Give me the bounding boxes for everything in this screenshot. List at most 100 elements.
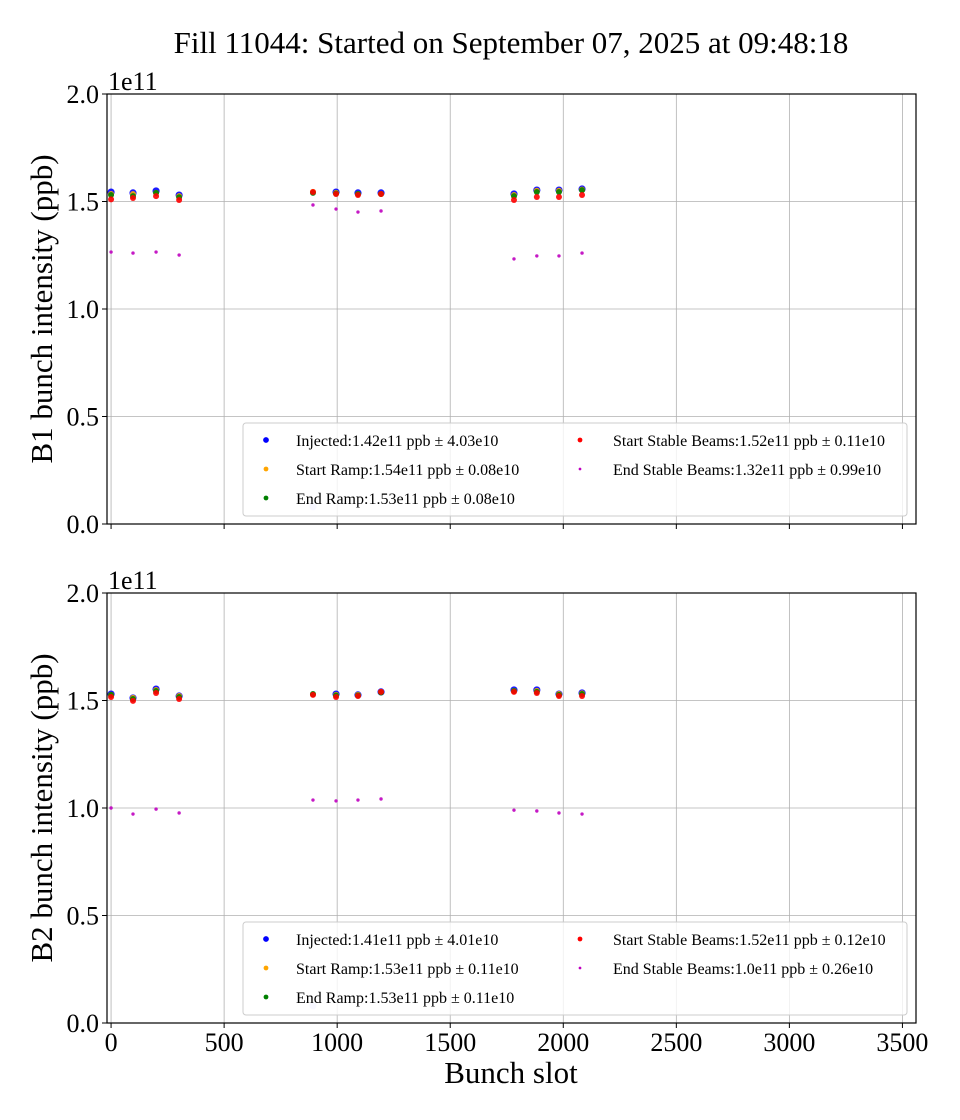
data-point xyxy=(579,692,586,699)
data-point xyxy=(557,254,561,258)
legend-marker xyxy=(263,936,269,942)
data-point xyxy=(153,689,160,696)
legend-item: Start Stable Beams:1.52e11 ppb ± 0.12e10 xyxy=(577,932,886,949)
data-point xyxy=(378,688,385,695)
legend-label: Start Ramp:1.53e11 ppb ± 0.11e10 xyxy=(296,961,519,978)
legend-marker xyxy=(578,467,582,471)
legend-item: End Stable Beams:1.32e11 ppb ± 0.99e10 xyxy=(578,462,881,479)
data-point xyxy=(512,808,516,812)
series-end-stable-beams xyxy=(109,797,584,816)
data-point xyxy=(379,797,383,801)
x-tick-label: 2000 xyxy=(537,1028,589,1057)
data-point xyxy=(533,189,540,196)
series-end-stable-beams xyxy=(109,203,584,261)
data-point xyxy=(333,694,340,701)
data-point xyxy=(378,190,385,197)
legend-marker xyxy=(263,965,269,971)
series-start-stable-beams xyxy=(108,189,586,203)
legend-marker xyxy=(263,437,269,443)
data-point xyxy=(109,806,113,810)
x-tick-label: 3500 xyxy=(876,1028,928,1057)
data-point xyxy=(356,798,360,802)
y-offset-label: 1e11 xyxy=(108,67,158,96)
legend-label: Start Stable Beams:1.52e11 ppb ± 0.11e10 xyxy=(613,433,885,450)
legend-item: End Ramp:1.53e11 ppb ± 0.08e10 xyxy=(263,491,515,508)
y-tick-label: 0.5 xyxy=(67,403,100,432)
data-point xyxy=(379,209,383,213)
legend-label: End Ramp:1.53e11 ppb ± 0.11e10 xyxy=(296,990,514,1007)
x-tick-label: 1000 xyxy=(311,1028,363,1057)
figure-title: Fill 11044: Started on September 07, 202… xyxy=(174,25,849,60)
legend-label: End Ramp:1.53e11 ppb ± 0.08e10 xyxy=(296,491,515,508)
data-point xyxy=(510,196,517,203)
y-tick-label: 1.5 xyxy=(67,188,100,217)
series-start-stable-beams xyxy=(108,688,586,704)
data-point xyxy=(311,203,315,207)
legend-item: Start Ramp:1.53e11 ppb ± 0.11e10 xyxy=(263,961,519,978)
data-point xyxy=(533,193,540,200)
data-point xyxy=(108,192,115,199)
data-point xyxy=(512,257,516,261)
legend-item: End Stable Beams:1.0e11 ppb ± 0.26e10 xyxy=(578,961,873,978)
legend: Injected:1.41e11 ppb ± 4.01e10 Start Ramp… xyxy=(242,921,908,1016)
data-point xyxy=(176,196,183,203)
data-point xyxy=(334,799,338,803)
y-offset-label: 1e11 xyxy=(108,566,158,595)
y-tick-label: 0.0 xyxy=(67,510,100,539)
data-point xyxy=(108,694,115,701)
legend-label: Injected:1.42e11 ppb ± 4.03e10 xyxy=(296,433,498,450)
legend-marker xyxy=(577,936,583,942)
y-tick-label: 1.5 xyxy=(67,687,100,716)
legend-frame xyxy=(242,422,908,517)
data-point xyxy=(580,251,584,255)
y-tick-label: 0.5 xyxy=(67,902,100,931)
legend-item: Injected:1.42e11 ppb ± 4.03e10 xyxy=(263,433,498,450)
legend-marker xyxy=(578,966,582,970)
data-point xyxy=(579,192,586,199)
data-point xyxy=(510,688,517,695)
y-tick-label: 1.0 xyxy=(67,794,100,823)
y-tick-label: 0.0 xyxy=(67,1009,100,1038)
legend-marker xyxy=(263,466,269,472)
data-point xyxy=(130,195,137,202)
data-point xyxy=(354,692,361,699)
data-point xyxy=(154,807,158,811)
legend-item: Start Ramp:1.54e11 ppb ± 0.08e10 xyxy=(263,462,519,479)
legend-label: End Stable Beams:1.0e11 ppb ± 0.26e10 xyxy=(613,961,873,978)
data-point xyxy=(535,254,539,258)
legend-label: Start Ramp:1.54e11 ppb ± 0.08e10 xyxy=(296,462,519,479)
b2-intensity-plot: 0 500 1000 1500 2000 2500 3000 3500 0.0 0.5 1.0 1.5… xyxy=(24,566,928,1057)
legend-marker xyxy=(263,994,269,1000)
data-point xyxy=(176,695,183,702)
legend-label: Injected:1.41e11 ppb ± 4.01e10 xyxy=(296,932,498,949)
legend-item: End Ramp:1.53e11 ppb ± 0.11e10 xyxy=(263,990,514,1007)
y-tick-label: 1.0 xyxy=(67,295,100,324)
data-point xyxy=(177,253,181,257)
y-axis-label: B2 bunch intensity (ppb) xyxy=(24,653,59,962)
legend-frame xyxy=(242,921,908,1016)
x-axis-label: Bunch slot xyxy=(444,1055,578,1090)
x-tick-label: 2500 xyxy=(650,1028,702,1057)
legend-marker xyxy=(577,437,583,443)
data-point xyxy=(579,187,586,194)
data-point xyxy=(177,811,181,815)
y-tick-label: 2.0 xyxy=(67,579,100,608)
data-point xyxy=(334,207,338,211)
data-point xyxy=(109,250,113,254)
b1-intensity-plot: 0.0 0.5 1.0 1.5 2.0 1e11 B1 bunch intensity (p… xyxy=(24,67,917,539)
data-point xyxy=(555,193,562,200)
x-tick-label: 0 xyxy=(105,1028,118,1057)
x-tick-label: 1500 xyxy=(424,1028,476,1057)
x-tick-label: 3000 xyxy=(763,1028,815,1057)
legend-label: End Stable Beams:1.32e11 ppb ± 0.99e10 xyxy=(613,462,881,479)
legend-label: Start Stable Beams:1.52e11 ppb ± 0.12e10 xyxy=(613,932,886,949)
data-point xyxy=(557,811,561,815)
data-point xyxy=(333,190,340,197)
data-point xyxy=(154,250,158,254)
data-point xyxy=(108,196,115,203)
legend-item: Injected:1.41e11 ppb ± 4.01e10 xyxy=(263,932,498,949)
data-point xyxy=(533,689,540,696)
y-axis-label: B1 bunch intensity (ppb) xyxy=(24,154,59,463)
data-point xyxy=(354,192,361,199)
